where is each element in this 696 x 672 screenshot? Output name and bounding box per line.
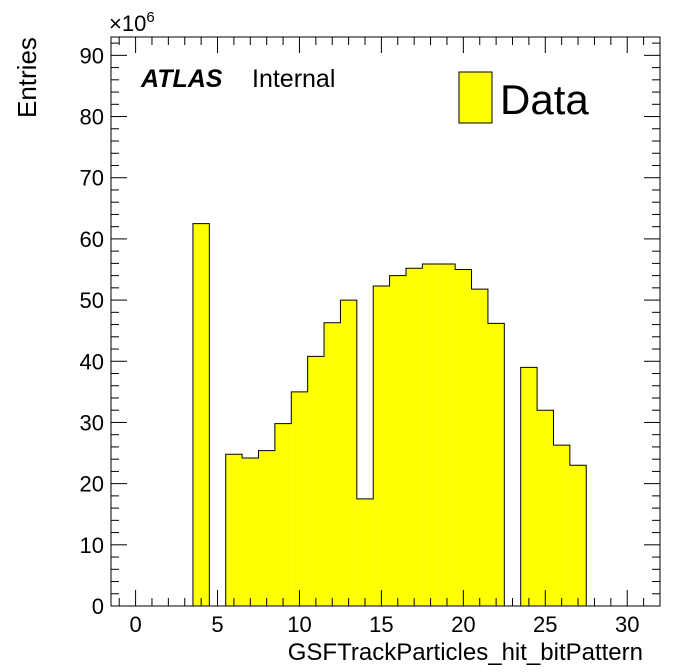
y-tick-label: 30 <box>80 410 104 435</box>
histogram-bin <box>340 300 357 606</box>
histogram-outline <box>192 223 210 606</box>
atlas-label: ATLAS <box>140 65 223 93</box>
legend: Data <box>458 71 589 124</box>
legend-swatch <box>458 71 493 124</box>
histogram-bars <box>192 223 587 606</box>
x-tick-label: 20 <box>451 612 475 637</box>
y-tick-label: 10 <box>80 533 104 558</box>
histogram-bin <box>520 367 538 606</box>
x-tick-label: 30 <box>615 612 639 637</box>
y-tick-label: 0 <box>92 594 104 619</box>
histogram-bin <box>225 454 243 606</box>
histogram-bin <box>307 356 325 606</box>
x-tick-label: 5 <box>211 612 223 637</box>
y-tick-label: 80 <box>80 105 104 130</box>
x-tick-label: 25 <box>533 612 557 637</box>
y-tick-label: 70 <box>80 166 104 191</box>
y-tick-label: 50 <box>80 288 104 313</box>
y-tick-label: 40 <box>80 349 104 374</box>
y-tick-label: 90 <box>80 43 104 68</box>
histogram-bin <box>324 322 341 606</box>
internal-label: Internal <box>252 65 335 93</box>
y-multiplier: ×106 <box>109 9 155 36</box>
histogram-bin <box>471 289 488 606</box>
plot-frame <box>110 36 661 607</box>
histogram-outline <box>520 366 587 606</box>
histogram-bin <box>389 275 406 606</box>
legend-label: Data <box>500 76 589 123</box>
histogram-outline <box>225 263 505 606</box>
axis-ticks <box>111 37 661 607</box>
y-axis-label: Entries <box>12 37 42 118</box>
histogram-bin <box>274 423 292 606</box>
x-tick-label: 15 <box>369 612 393 637</box>
x-axis-label: GSFTrackParticles_hit_bitPattern <box>288 639 643 666</box>
x-tick-label: 0 <box>129 612 141 637</box>
histogram-bin <box>291 391 308 606</box>
axis-tick-labels: 0 5 10 15 20 25 30 0 10 20 30 40 50 60 70 80 90 <box>80 43 640 637</box>
histogram-bin <box>537 410 554 606</box>
histogram-bin <box>373 286 390 606</box>
histogram-bin <box>405 268 423 606</box>
histogram-bin <box>192 223 210 606</box>
histogram-bin <box>553 445 570 606</box>
x-tick-label: 10 <box>287 612 311 637</box>
histogram-bin <box>258 450 275 606</box>
histogram-bin <box>487 323 505 606</box>
y-tick-label: 60 <box>80 227 104 252</box>
histogram-bin <box>242 457 259 606</box>
histogram-bin <box>569 465 587 606</box>
histogram-bin <box>438 263 456 606</box>
y-tick-label: 20 <box>80 472 104 497</box>
histogram-bin <box>356 498 374 606</box>
histogram-bin <box>455 269 472 606</box>
histogram-bin <box>422 263 439 606</box>
